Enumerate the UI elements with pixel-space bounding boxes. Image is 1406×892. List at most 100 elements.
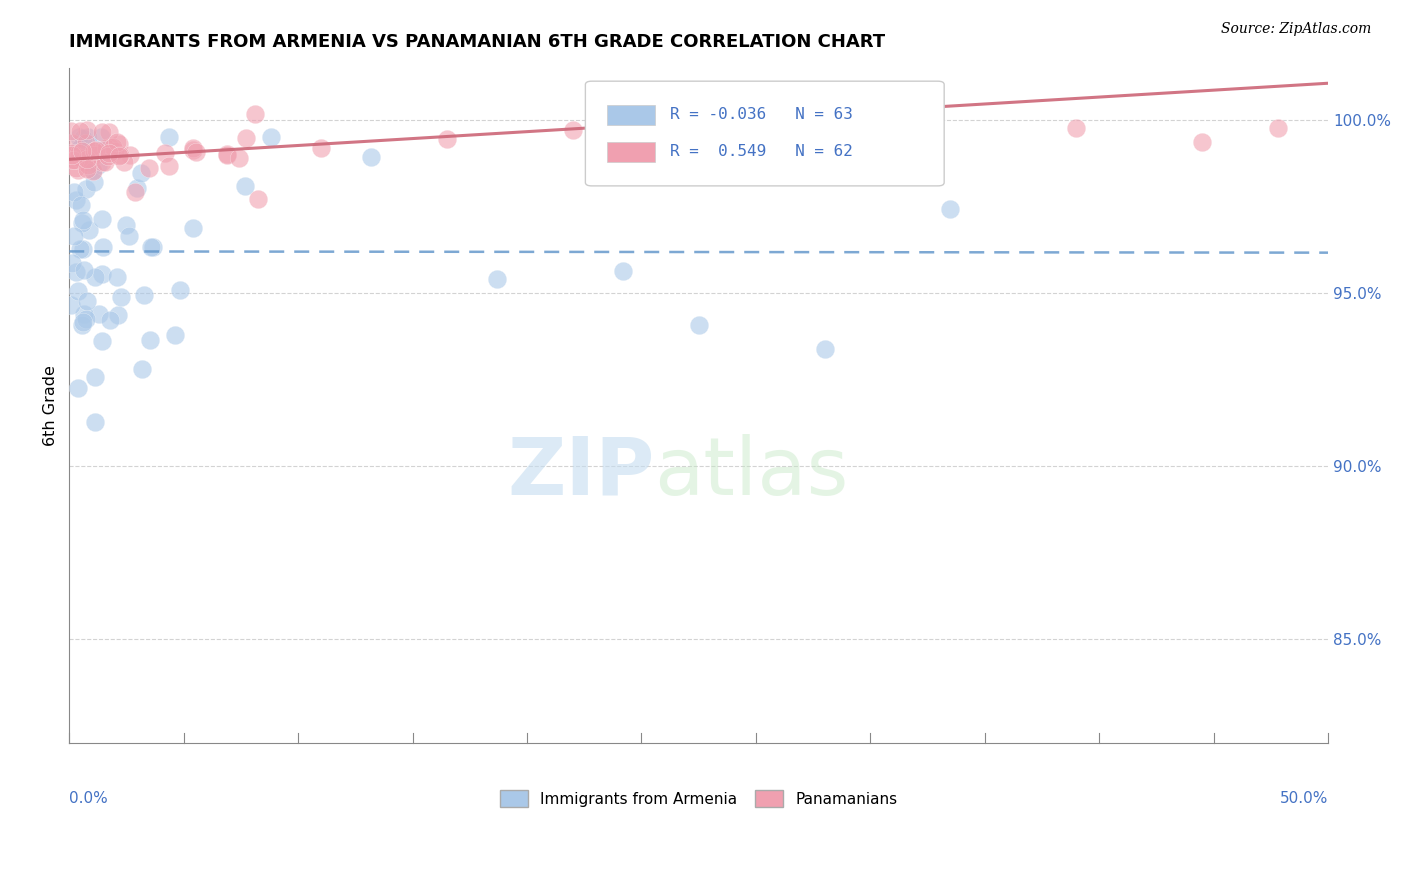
Point (72, 131, 94, 145)
Point (86, 146, 108, 161)
Point (66, 381, 89, 395)
Point (813, 115, 835, 129)
Point (73, 307, 96, 321)
Point (79, 223, 101, 237)
Point (309, 141, 332, 155)
Point (70, 216, 93, 230)
Point (183, 221, 205, 235)
Point (228, 152, 250, 166)
Point (436, 131, 458, 145)
Point (183, 143, 205, 157)
Point (939, 202, 962, 216)
Point (83, 269, 105, 284)
Point (243, 107, 266, 121)
Point (561, 123, 583, 137)
Point (90, 334, 112, 348)
Point (69, 124, 91, 138)
Point (486, 272, 509, 286)
Point (62, 153, 84, 167)
Point (110, 290, 132, 304)
Point (75, 311, 97, 326)
Point (84, 370, 107, 384)
Point (67, 142, 90, 156)
Point (73, 155, 96, 169)
Point (83, 175, 105, 189)
Text: ZIP: ZIP (508, 434, 655, 512)
Point (96, 141, 118, 155)
Point (76, 161, 98, 176)
Point (246, 192, 269, 206)
Point (63, 229, 86, 244)
Point (124, 185, 146, 199)
Point (141, 240, 163, 254)
Point (141, 239, 163, 253)
Point (612, 264, 634, 278)
FancyBboxPatch shape (585, 81, 945, 186)
Point (235, 131, 257, 145)
Point (100, 145, 122, 159)
Point (84, 144, 107, 158)
Point (60, 136, 83, 151)
Point (97, 146, 120, 161)
Point (91, 267, 114, 281)
Point (76, 158, 98, 172)
Point (125, 181, 148, 195)
Point (83, 147, 105, 161)
Point (108, 147, 131, 161)
Point (97, 149, 120, 163)
Point (76, 294, 98, 309)
Point (65, 193, 87, 207)
Point (132, 288, 155, 302)
Point (84, 415, 107, 429)
Point (77, 155, 100, 169)
Point (184, 145, 207, 160)
Point (69, 242, 91, 256)
Point (63, 153, 86, 168)
Point (91, 124, 114, 138)
Point (114, 218, 136, 232)
Point (60, 145, 83, 160)
Point (69, 151, 91, 165)
Point (165, 328, 187, 343)
Point (83, 144, 105, 158)
Point (1267, 121, 1289, 136)
Point (76, 153, 98, 167)
Point (118, 148, 141, 162)
Point (129, 166, 152, 180)
Point (89, 307, 111, 321)
Point (65, 265, 87, 279)
Point (139, 333, 162, 347)
Point (688, 318, 710, 332)
Point (157, 130, 180, 145)
Point (59, 124, 82, 138)
Point (108, 137, 131, 152)
Point (97, 125, 120, 139)
Point (67, 130, 90, 145)
Point (90, 130, 112, 145)
Legend: Immigrants from Armenia, Panamanians: Immigrants from Armenia, Panamanians (494, 784, 903, 814)
Point (87, 157, 110, 171)
Point (1191, 135, 1213, 149)
Text: atlas: atlas (655, 434, 849, 512)
Point (90, 212, 112, 227)
Point (72, 315, 94, 329)
Point (260, 130, 283, 145)
Point (82, 163, 104, 178)
Point (153, 145, 176, 160)
Text: 50.0%: 50.0% (1279, 790, 1329, 805)
Point (83, 144, 105, 158)
Text: R =  0.549   N = 62: R = 0.549 N = 62 (669, 144, 852, 159)
Point (70, 144, 93, 158)
Point (91, 240, 114, 254)
Point (75, 136, 97, 151)
Point (235, 179, 257, 194)
Point (60, 147, 83, 161)
Text: IMMIGRANTS FROM ARMENIA VS PANAMANIAN 6TH GRADE CORRELATION CHART: IMMIGRANTS FROM ARMENIA VS PANAMANIAN 6T… (69, 33, 886, 51)
Point (101, 140, 124, 154)
Point (91, 154, 114, 169)
Point (72, 212, 94, 227)
Point (169, 284, 191, 298)
Point (60, 256, 83, 270)
Point (94, 154, 117, 169)
Point (215, 146, 238, 161)
